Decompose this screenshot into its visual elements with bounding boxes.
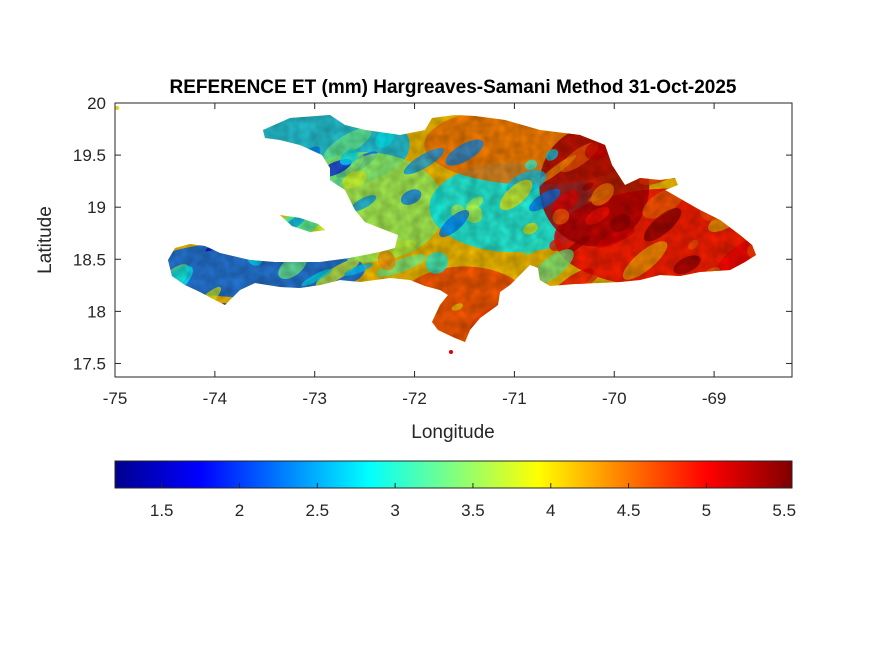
y-tick-label: 19 [87,198,106,217]
map-title: REFERENCE ET (mm) Hargreaves-Samani Meth… [170,77,737,98]
colorbar-tick-label: 4 [546,501,555,520]
x-axis-ticks: -75 -74 -73 -72 -71 -70 -69 [103,103,727,408]
stray-pixel-south [449,350,453,354]
x-tick-label: -71 [502,389,527,408]
x-tick-label: -69 [702,389,727,408]
y-tick-label: 18 [87,302,106,321]
colorbar-tick-label: 3.5 [461,501,485,520]
colorbar-tick-label: 4.5 [617,501,641,520]
colorbar [114,460,793,489]
x-tick-label: -70 [602,389,627,408]
y-axis-label: Latitude [35,206,56,274]
y-axis-ticks: 20 19.5 19 18.5 18 17.5 [73,94,792,373]
stray-pixel [115,106,119,110]
x-tick-label: -74 [203,389,228,408]
colorbar-tick-label: 3 [390,501,399,520]
x-axis-label: Longitude [411,422,494,443]
colorbar-ticks: 1.5 2 2.5 3 3.5 4 4.5 5 5.5 [150,483,796,520]
y-tick-label: 17.5 [73,354,106,373]
colorbar-tick-label: 1.5 [150,501,174,520]
colorbar-tick-label: 5.5 [772,501,796,520]
x-tick-label: -73 [302,389,327,408]
colorbar-tick-label: 5 [702,501,711,520]
colorbar-tick-label: 2.5 [306,501,330,520]
x-tick-label: -72 [402,389,427,408]
colorbar-tick-label: 2 [235,501,244,520]
x-tick-label: -75 [103,389,128,408]
y-tick-label: 18.5 [73,250,106,269]
y-tick-label: 19.5 [73,146,106,165]
y-tick-label: 20 [87,94,106,113]
